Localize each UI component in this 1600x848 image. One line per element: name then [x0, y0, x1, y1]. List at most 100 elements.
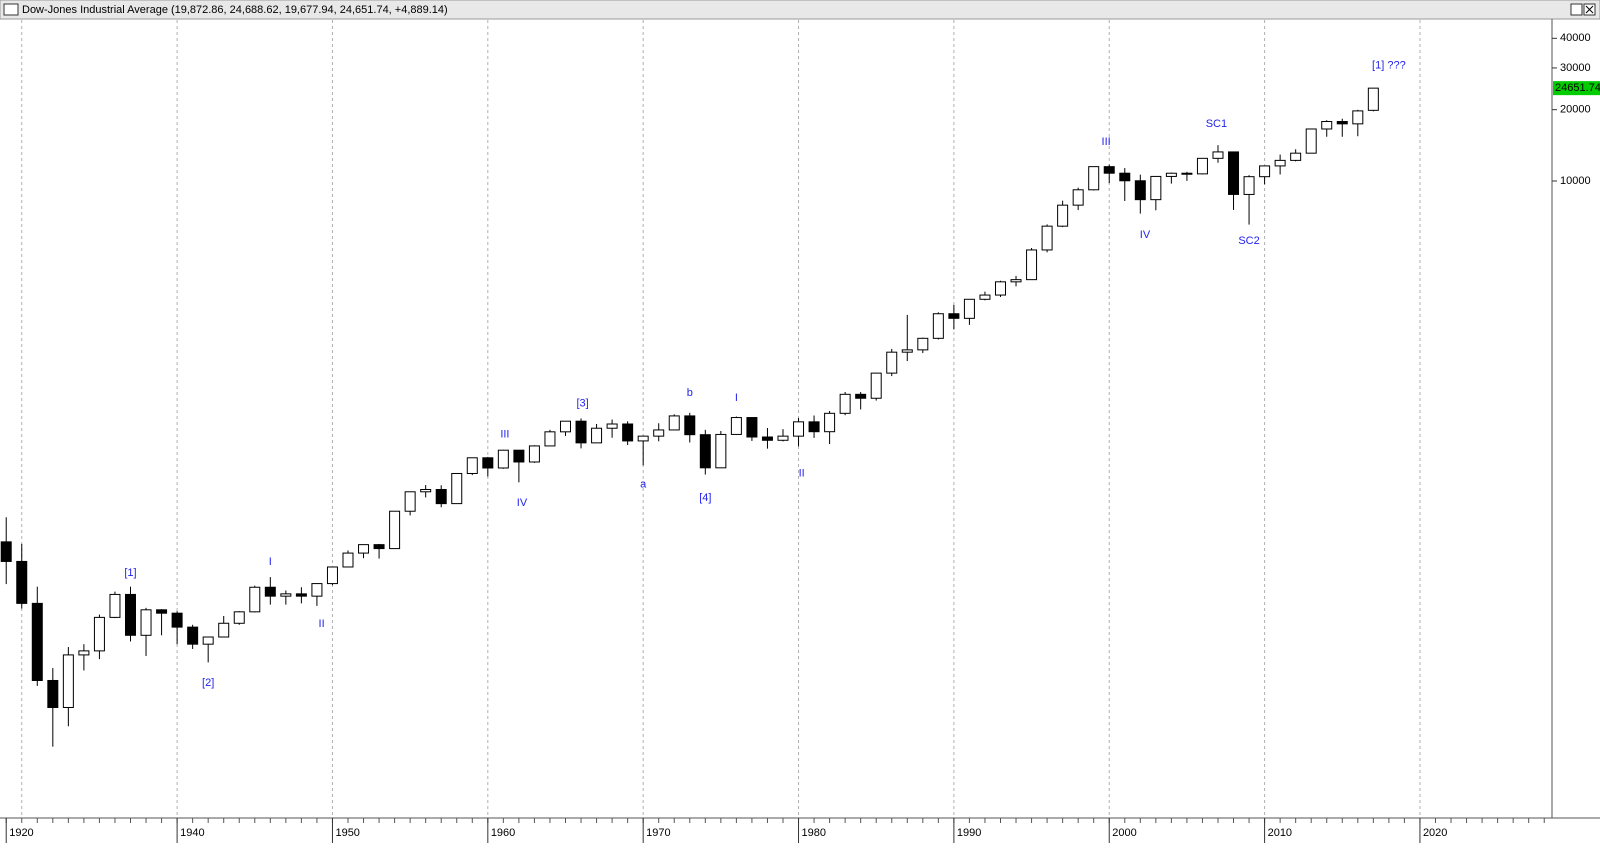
candle-body	[295, 593, 307, 597]
candle-body	[761, 436, 773, 441]
candle-body	[47, 679, 59, 708]
candle-body	[109, 593, 121, 618]
candle-body	[1274, 159, 1286, 167]
candle-body	[917, 337, 929, 351]
restore-button[interactable]	[1570, 3, 1583, 16]
candle-body	[901, 349, 913, 353]
y-tick-label: 30000	[1560, 62, 1591, 74]
candle-body	[0, 541, 12, 562]
candle-body	[1010, 279, 1022, 283]
candle-body	[886, 351, 898, 374]
candle-body	[1290, 152, 1302, 161]
candle-body	[777, 435, 789, 441]
candle-body	[202, 636, 214, 645]
candle-body	[979, 294, 991, 300]
candle-body	[420, 488, 432, 493]
candle-body	[1367, 87, 1379, 111]
wave-label: b	[687, 387, 693, 399]
x-tick-label: 2020	[1423, 827, 1447, 839]
x-tick-label: 1920	[9, 827, 33, 839]
wave-label: I	[735, 392, 738, 404]
candle-body	[342, 552, 354, 568]
candle-body	[1259, 165, 1271, 178]
candle-body	[249, 586, 261, 613]
candle-body	[653, 429, 665, 437]
candle-body	[1228, 151, 1240, 195]
candle-body	[1072, 189, 1084, 206]
candle-body	[870, 372, 882, 399]
wave-label: [2]	[202, 677, 214, 689]
wave-label: [3]	[576, 397, 588, 409]
candle-body	[1212, 151, 1224, 159]
candle-body	[404, 491, 416, 512]
x-tick-label: 1970	[646, 827, 670, 839]
x-tick-label: 2000	[1112, 827, 1136, 839]
candle-body	[124, 593, 136, 636]
candle-body	[140, 609, 152, 636]
candle-body	[824, 412, 836, 433]
candle-body	[793, 421, 805, 437]
title-bar	[0, 0, 1600, 20]
x-tick-label: 2010	[1268, 827, 1292, 839]
candle-body	[1321, 121, 1333, 130]
candle-body	[280, 593, 292, 597]
candle-body	[606, 423, 618, 429]
candle-body	[575, 420, 587, 444]
candle-body	[482, 457, 494, 469]
chart-subtitle: (19,872.86, 24,688.62, 19,677.94, 24,651…	[171, 4, 448, 16]
wave-label: [1]	[124, 567, 136, 579]
candle-body	[1057, 204, 1069, 227]
candle-body	[513, 449, 525, 463]
x-tick-label: 1980	[802, 827, 826, 839]
candle-body	[1243, 176, 1255, 195]
candle-body	[730, 417, 742, 435]
last-price-label: 24651.74	[1555, 82, 1600, 94]
candle-body	[591, 427, 603, 444]
y-tick-label: 20000	[1560, 104, 1591, 116]
candle-body	[528, 445, 540, 463]
candle-body	[948, 313, 960, 319]
window-icon	[3, 3, 19, 16]
candle-body	[1103, 166, 1115, 174]
candle-body	[451, 472, 463, 505]
candle-body	[559, 420, 571, 433]
wave-label: II	[319, 618, 325, 630]
candle-body	[1305, 128, 1317, 154]
candle-body	[932, 313, 944, 339]
wave-label: I	[269, 556, 272, 568]
candle-body	[31, 602, 43, 681]
candle-body	[1119, 172, 1131, 182]
wave-label: [4]	[699, 492, 711, 504]
candle-body	[839, 393, 851, 414]
candle-body	[1026, 249, 1038, 281]
candle-body	[994, 281, 1006, 296]
y-tick-label: 40000	[1560, 32, 1591, 44]
y-tick-label: 10000	[1560, 175, 1591, 187]
candle-body	[187, 626, 199, 645]
wave-label: II	[799, 467, 805, 479]
wave-label: a	[640, 479, 647, 491]
wave-label: SC1	[1206, 118, 1227, 130]
candle-body	[62, 654, 74, 708]
candle-body	[218, 622, 230, 638]
last-price-box	[1553, 81, 1600, 96]
candle-body	[233, 611, 245, 624]
candle-body	[466, 457, 478, 474]
candle-body	[358, 544, 370, 554]
candle-body	[156, 609, 168, 614]
candle-body	[622, 423, 634, 442]
wave-label: SC2	[1238, 235, 1259, 247]
candle-body	[808, 421, 820, 433]
wave-label: III	[500, 429, 509, 441]
candle-body	[78, 650, 90, 656]
candle-body	[16, 560, 28, 604]
candle-body	[746, 417, 758, 438]
candle-body	[1352, 110, 1364, 125]
candle-body	[855, 393, 867, 399]
candle-body	[373, 544, 385, 550]
candle-body	[699, 434, 711, 469]
candle-body	[1041, 225, 1053, 251]
candle-body	[715, 433, 727, 469]
